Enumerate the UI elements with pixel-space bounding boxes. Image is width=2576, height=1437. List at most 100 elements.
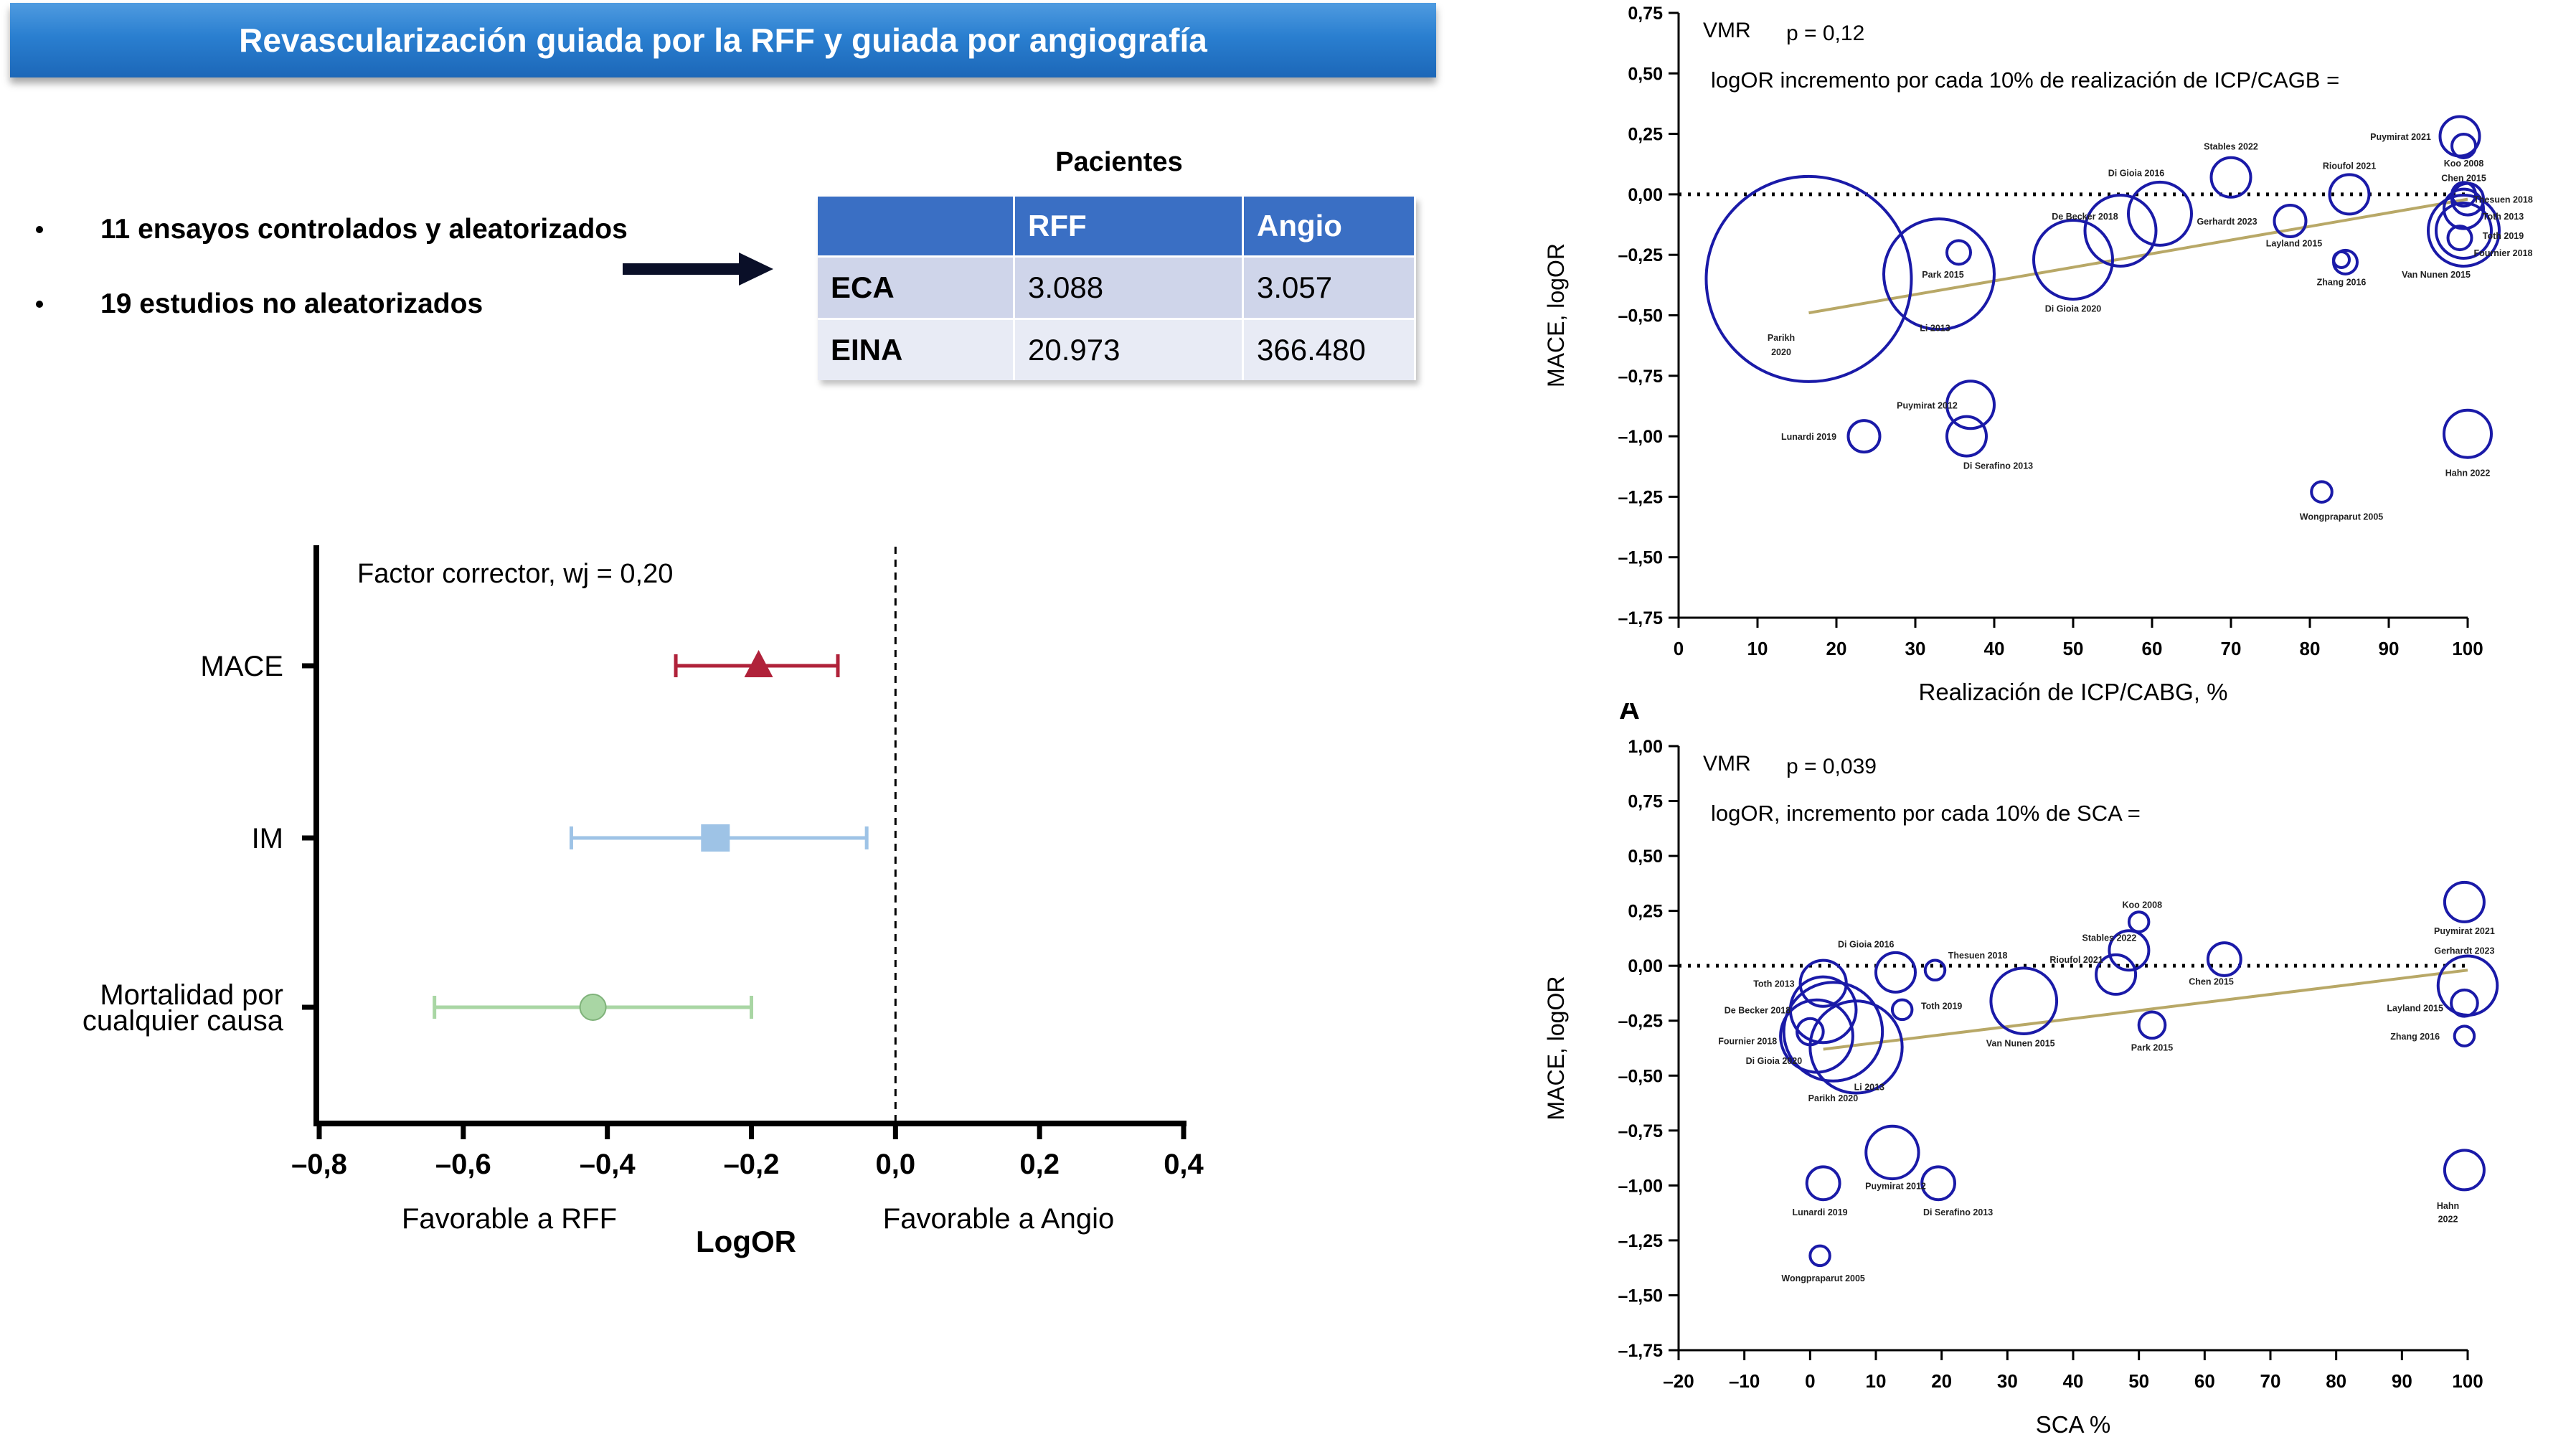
scatter-y-tick-label: 1,00 — [1628, 737, 1663, 757]
forest-category-label: IM — [252, 823, 283, 854]
scatter-study-label: Park 2015 — [1922, 270, 1963, 280]
scatter-study-label: Di Gioia 2020 — [1746, 1056, 1803, 1066]
bullet-text: 19 estudios no aleatorizados — [100, 288, 483, 319]
scatter-study-bubble — [2332, 250, 2351, 269]
scatter-study-label: Puymirat 2021 — [2370, 132, 2431, 142]
right-arrow-icon — [623, 253, 773, 286]
scatter-x-tick-label: 40 — [1984, 638, 2005, 659]
scatter-study-label: Park 2015 — [2131, 1042, 2173, 1052]
scatter-study-label: Di Gioia 2020 — [2045, 303, 2102, 314]
scatter-x-tick-label: 30 — [1997, 1370, 2018, 1392]
scatter-trend-line — [1823, 969, 2468, 1051]
table-header-cell — [818, 197, 1015, 257]
table-row-label: EINA — [818, 318, 1015, 380]
bullet-text: 11 ensayos controlados y aleatorizados — [100, 214, 628, 245]
scatter-y-tick-label: 0,75 — [1628, 792, 1663, 812]
scatter-y-tick-label: 0,50 — [1628, 64, 1663, 84]
scatter-p-value: p = 0,12 — [1786, 22, 1864, 45]
scatter-study-bubble — [2443, 880, 2486, 923]
scatter-x-tick-label: 0 — [1674, 638, 1684, 659]
scatter-study-bubble — [1923, 958, 1947, 982]
scatter-study-label: Stables 2022 — [2082, 933, 2137, 943]
scatter-study-bubble — [1920, 1165, 1956, 1202]
scatter-study-label: Di Serafino 2013 — [1963, 461, 2033, 471]
scatter-x-tick-label: –20 — [1663, 1370, 1694, 1392]
scatter-study-label: Layland 2015 — [2266, 238, 2323, 248]
forest-category-label: MACE — [200, 651, 283, 682]
scatter-y-tick-label: –0,50 — [1618, 306, 1663, 326]
scatter-study-bubble — [1808, 999, 1904, 1095]
scatter-study-bubble — [2450, 132, 2477, 159]
scatter-y-tick-label: –1,25 — [1618, 487, 1663, 507]
scatter-study-bubble — [2446, 225, 2473, 252]
scatter-y-tick-label: –1,00 — [1618, 427, 1663, 447]
scatter-study-label: Puymirat 2012 — [1865, 1181, 1926, 1191]
scatter-study-bubble — [2127, 180, 2193, 247]
scatter-x-tick-label: 70 — [2221, 638, 2242, 659]
scatter-y-tick-label: –1,75 — [1618, 1341, 1663, 1361]
scatter-study-bubble — [1882, 217, 1996, 331]
scatter-study-bubble — [2310, 480, 2334, 504]
scatter-study-bubble — [2032, 218, 2114, 301]
scatter-x-tick-label: –10 — [1729, 1370, 1760, 1392]
scatter-x-tick-label: 100 — [2452, 638, 2483, 659]
scatter-x-tick-label: 50 — [2063, 638, 2084, 659]
forest-left-label: Favorable a RFF — [402, 1203, 617, 1235]
panel-letter: A — [1619, 703, 1640, 725]
scatter-study-label: Parikh 2020 — [1808, 1093, 1859, 1103]
scatter-vmr-label: VMR — [1703, 19, 1751, 42]
forest-annotation: Factor corrector, wj = 0,20 — [357, 559, 673, 589]
scatter-y-tick-label: –0,75 — [1618, 1121, 1663, 1141]
patients-table: RFF Angio ECA 3.088 3.057 EINA 20.973 36… — [818, 197, 1416, 380]
scatter-study-label: Toth 2013 — [2483, 212, 2524, 222]
scatter-study-bubble — [1864, 1124, 1920, 1181]
scatter-study-label: Zhang 2016 — [2317, 277, 2367, 287]
scatter-study-bubble — [1945, 239, 1972, 266]
scatter-y-tick-label: 0,00 — [1628, 185, 1663, 205]
scatter-p-value: p = 0,039 — [1786, 755, 1877, 778]
scatter-study-label: Stables 2022 — [2204, 141, 2258, 151]
scatter-study-label: Puymirat 2012 — [1897, 400, 1958, 410]
scatter-study-label: Layland 2015 — [2387, 1003, 2443, 1013]
scatter-x-axis-title: SCA % — [2036, 1411, 2111, 1437]
forest-category-label: Mortalidad por cualquier causa — [82, 979, 284, 1037]
scatter-study-label: Hahn 2022 — [2445, 468, 2491, 479]
scatter-x-tick-label: 70 — [2260, 1370, 2281, 1392]
table-header-cell: RFF — [1014, 197, 1244, 257]
scatter-x-tick-label: 0 — [1805, 1370, 1815, 1392]
scatter-study-label: Koo 2008 — [2444, 159, 2484, 169]
scatter-y-tick-label: –0,75 — [1618, 367, 1663, 387]
forest-x-tick-label: –0,8 — [291, 1149, 347, 1180]
scatter-study-label: Lunardi 2019 — [1781, 432, 1836, 442]
scatter-study-bubble — [2443, 1149, 2486, 1192]
scatter-vmr-label: VMR — [1703, 752, 1751, 776]
forest-plot: –0,8 –0,6 –0,4 –0,2 0,0 0,2 0,4 Factor correcto… — [82, 545, 1204, 1258]
scatter-y-tick-label: 0,00 — [1628, 956, 1663, 976]
scatter-study-bubble — [2083, 193, 2158, 268]
table-cell: 20.973 — [1014, 318, 1244, 380]
scatter-x-tick-label: 10 — [1866, 1370, 1887, 1392]
scatter-study-bubble — [2450, 182, 2485, 217]
scatter-study-label: Fournier 2018 — [2474, 248, 2533, 258]
scatter-y-tick-label: 0,25 — [1628, 125, 1663, 145]
scatter-study-label: Wongpraparut 2005 — [2300, 512, 2384, 522]
scatter-x-tick-label: 100 — [2452, 1370, 2483, 1392]
scatter-study-bubble — [1874, 951, 1917, 994]
bullet-item: 19 estudios no aleatorizados — [36, 283, 628, 326]
bullet-item: 11 ensayos controlados y aleatorizados — [36, 208, 628, 251]
scatter-x-axis-title: Realización de ICP/CABG, % — [1918, 679, 2227, 705]
scatter-study-bubble — [1704, 174, 1913, 383]
scatter-trend-line — [1808, 197, 2468, 315]
scatter-study-label: Koo 2008 — [2122, 900, 2162, 910]
scatter-y-tick-label: 0,75 — [1628, 4, 1663, 24]
scatter-subtitle: logOR incremento por cada 10% de realiza… — [1711, 67, 2339, 93]
scatter-study-bubble — [2108, 929, 2151, 972]
scatter-x-tick-label: 90 — [2379, 638, 2400, 659]
patients-table-title: Pacientes — [1055, 147, 1183, 177]
scatter-y-tick-label: –1,75 — [1618, 608, 1663, 628]
scatter-study-bubble — [2450, 988, 2479, 1018]
scatter-study-label: Parikh — [1768, 333, 1795, 343]
scatter-study-label: Thesuen 2018 — [2473, 195, 2533, 205]
scatter-study-label: Thesuen 2018 — [1948, 951, 2008, 961]
forest-x-axis-title: LogOR — [696, 1225, 796, 1258]
